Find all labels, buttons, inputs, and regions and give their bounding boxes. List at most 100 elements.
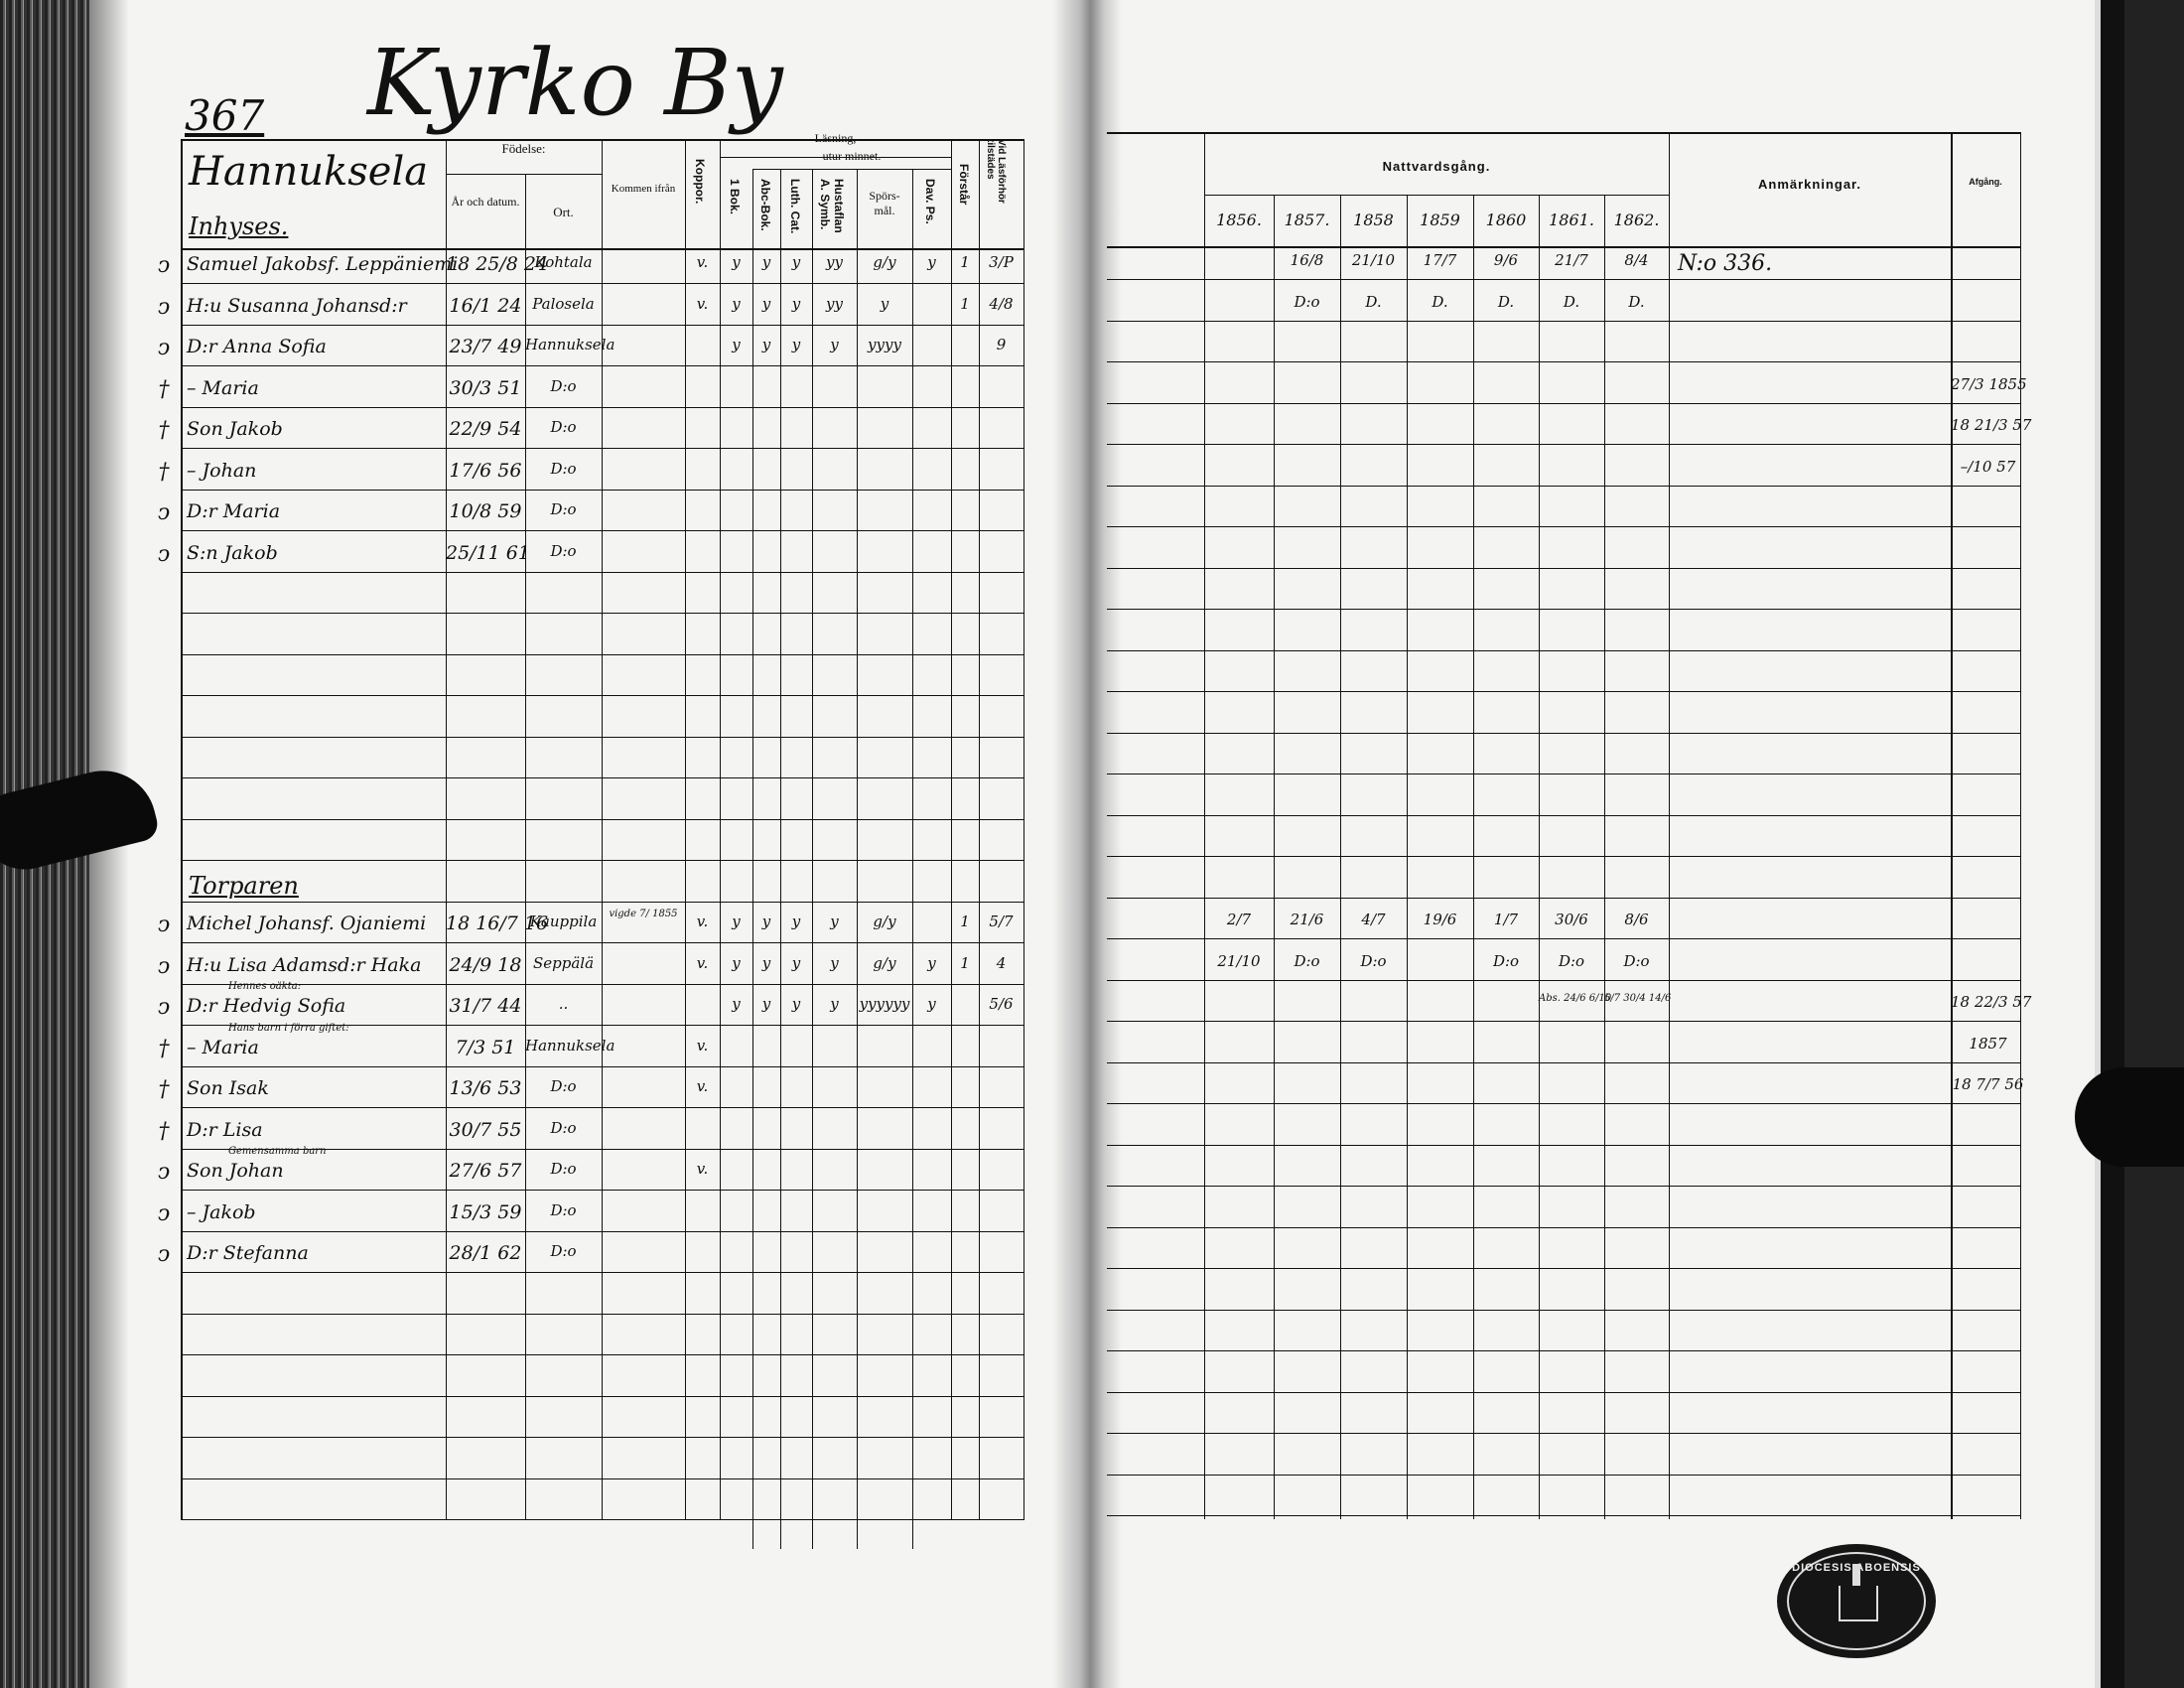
reading-bok: y xyxy=(732,913,741,930)
row-rule xyxy=(1107,732,2020,734)
status-mark: † xyxy=(158,418,170,443)
header-house-table: Hustaflan A. Symb. xyxy=(818,179,846,233)
status-mark: ↄ xyxy=(157,336,171,360)
section-label: Torparen xyxy=(189,871,299,900)
column-rule xyxy=(1539,195,1540,1519)
header-year-date: År och datum. xyxy=(451,195,520,209)
row-rule xyxy=(1107,320,2020,322)
reading-spors: g/y xyxy=(873,913,896,930)
departure-date: 27/3 1855 xyxy=(1951,374,2027,393)
diocese-stamp: DIOCESIS ABOENSIS xyxy=(1777,1544,1936,1658)
header-understands: Förstår xyxy=(957,164,971,206)
row-rule xyxy=(1107,691,2020,692)
row-rule xyxy=(1107,526,2020,527)
reading-bok: y xyxy=(732,294,741,313)
table-top-rule xyxy=(1107,132,2020,134)
row-rule xyxy=(181,489,1024,491)
by-heart-subrule xyxy=(752,169,951,170)
reading-husf: y xyxy=(830,995,839,1013)
header-first-book: 1 Bok. xyxy=(728,179,742,215)
row-rule xyxy=(1107,649,2020,651)
communion-date: 21/10 xyxy=(1217,951,1261,970)
row-rule xyxy=(181,1065,1024,1067)
communion-date: 21/10 xyxy=(1351,251,1396,269)
birth-date: 24/9 18 xyxy=(449,953,522,976)
communion-date: Abs. 24/6 6/10 xyxy=(1539,993,1612,1004)
status-mark: ↄ xyxy=(157,1200,171,1226)
birth-place: D:o xyxy=(550,418,577,436)
birth-place: .. xyxy=(558,995,569,1013)
status-mark: † xyxy=(158,1036,170,1061)
village-title: Kyrko By xyxy=(367,30,783,136)
reading-forst: 1 xyxy=(960,294,970,313)
reading-koppor: v. xyxy=(696,1160,709,1178)
reading-vid: 4/8 xyxy=(989,294,1014,313)
row-rule xyxy=(1107,361,2020,362)
reading-luth: y xyxy=(791,294,801,313)
row-rule xyxy=(181,653,1024,655)
reading-luth: y xyxy=(791,913,801,930)
row-rule xyxy=(1107,1474,2020,1476)
birth-date: 17/6 56 xyxy=(449,459,522,482)
reading-husf: y xyxy=(830,913,839,930)
row-rule xyxy=(181,1272,1024,1273)
birth-place: D:o xyxy=(550,376,577,395)
row-rule xyxy=(1107,567,2020,569)
birth-date: 18 16/7 16 xyxy=(446,913,549,934)
reading-koppor: v. xyxy=(696,1036,709,1055)
row-rule xyxy=(181,1190,1024,1191)
birth-date: 16/1 24 xyxy=(449,294,522,317)
reading-koppor: v. xyxy=(696,953,709,972)
birth-place: D:o xyxy=(550,541,577,560)
row-rule xyxy=(1107,1061,2020,1063)
row-rule xyxy=(181,736,1024,738)
row-rule xyxy=(181,942,1024,943)
row-rule xyxy=(181,901,1024,903)
birth-place: Hannuksela xyxy=(525,1036,615,1055)
row-rule xyxy=(1107,1144,2020,1146)
birth-date: 10/8 59 xyxy=(449,500,522,522)
row-rule xyxy=(181,324,1024,326)
communion-date: 4/7 xyxy=(1361,911,1386,928)
column-rule xyxy=(685,139,686,1519)
column-rule xyxy=(2020,132,2021,1519)
communion-date: 21/7 xyxy=(1555,251,1588,269)
status-mark: ↄ xyxy=(157,500,171,525)
reading-luth: y xyxy=(791,253,801,271)
person-name: Son Isak xyxy=(187,1077,269,1099)
column-rule xyxy=(720,139,721,1519)
communion-date: 1/7 xyxy=(1493,911,1519,928)
person-name: D:r Hedvig Sofia xyxy=(187,995,346,1017)
column-rule xyxy=(181,139,183,1519)
reading-bok: y xyxy=(732,336,741,353)
row-rule xyxy=(181,1025,1024,1026)
birth-place: Hannuksela xyxy=(525,336,615,353)
row-rule xyxy=(1107,444,2020,445)
row-rule xyxy=(181,1148,1024,1150)
birth-date: 18 25/8 24 xyxy=(446,253,549,275)
row-rule xyxy=(181,613,1024,614)
reading-bok: y xyxy=(732,953,741,972)
header-psalms: Dav. Ps. xyxy=(923,179,937,224)
person-note: Gemensamma barn xyxy=(228,1146,327,1157)
table-top-rule xyxy=(181,139,1024,141)
person-name: H:u Lisa Adamsd:r Haka xyxy=(187,953,422,976)
header-abc-book: Abc-Bok. xyxy=(758,179,772,231)
communion-date: D:o xyxy=(1623,951,1650,970)
reading-koppor: v. xyxy=(696,253,709,271)
column-rule xyxy=(446,139,447,1519)
person-note: Hennes oäkta: xyxy=(228,981,302,992)
person-name: – Maria xyxy=(187,376,259,399)
reading-dav: y xyxy=(927,953,936,972)
farm-name: Hannuksela xyxy=(189,149,429,195)
row-rule xyxy=(1107,1103,2020,1104)
reading-vid: 5/6 xyxy=(989,995,1014,1013)
person-name: – Jakob xyxy=(187,1200,256,1223)
header-bottom-rule xyxy=(1107,246,2020,248)
row-rule xyxy=(181,1477,1024,1479)
row-rule xyxy=(181,365,1024,366)
year-header: 1858 xyxy=(1353,211,1394,229)
person-name: Son Jakob xyxy=(187,418,283,440)
status-mark: † xyxy=(158,459,170,485)
row-rule xyxy=(181,777,1024,778)
